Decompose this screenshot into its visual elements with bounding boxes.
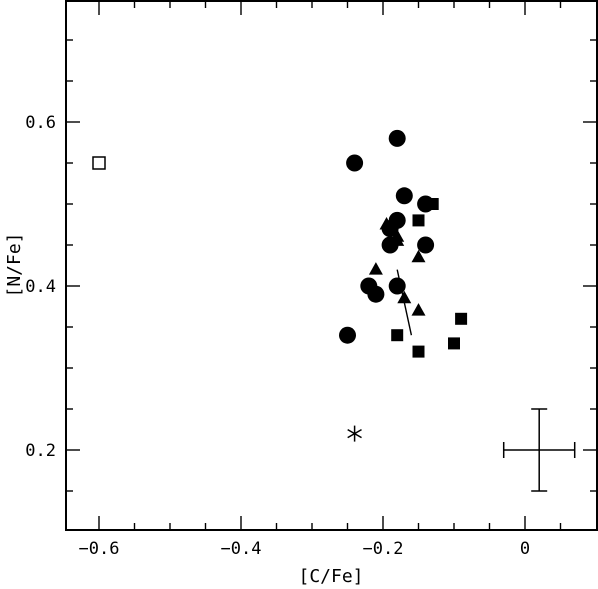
circle-point [339,326,356,344]
x-tick-label: −0.6 [79,539,120,559]
circle-point [367,285,385,303]
square-point [448,337,460,350]
triangle-point [368,262,383,275]
triangle-point [397,290,412,304]
triangle-point [379,217,394,230]
triangle-point [390,233,405,246]
y-tick-label: 0.6 [25,113,56,133]
y-axis-label: [N/Fe] [4,232,25,297]
axis-ticks [66,1,597,530]
triangle-point [411,303,426,316]
x-tick-label: −0.2 [363,539,404,559]
circle-point [395,187,413,205]
y-tick-label: 0.4 [25,277,56,297]
square-point [412,214,425,227]
square-point [412,345,425,358]
circle-point [417,236,435,254]
plot-frame [65,0,598,531]
x-axis-label: [C/Fe] [298,566,363,587]
y-tick-label: 0.2 [25,441,56,461]
circle-point [388,129,406,147]
triangle-point [411,249,426,263]
square-point [426,198,439,210]
tick-labels: −0.6 −0.4 −0.2 0 0.2 0.4 0.6 [25,113,530,559]
square-point [455,312,468,325]
asterisk-point [347,425,362,442]
open-square-point [92,156,106,170]
circle-point [346,154,364,172]
circle-point [388,277,406,295]
x-tick-label: −0.4 [221,539,262,559]
error-bar [502,408,576,492]
square-point [391,329,404,342]
chart-marks [92,129,576,492]
x-tick-label: 0 [520,539,530,559]
